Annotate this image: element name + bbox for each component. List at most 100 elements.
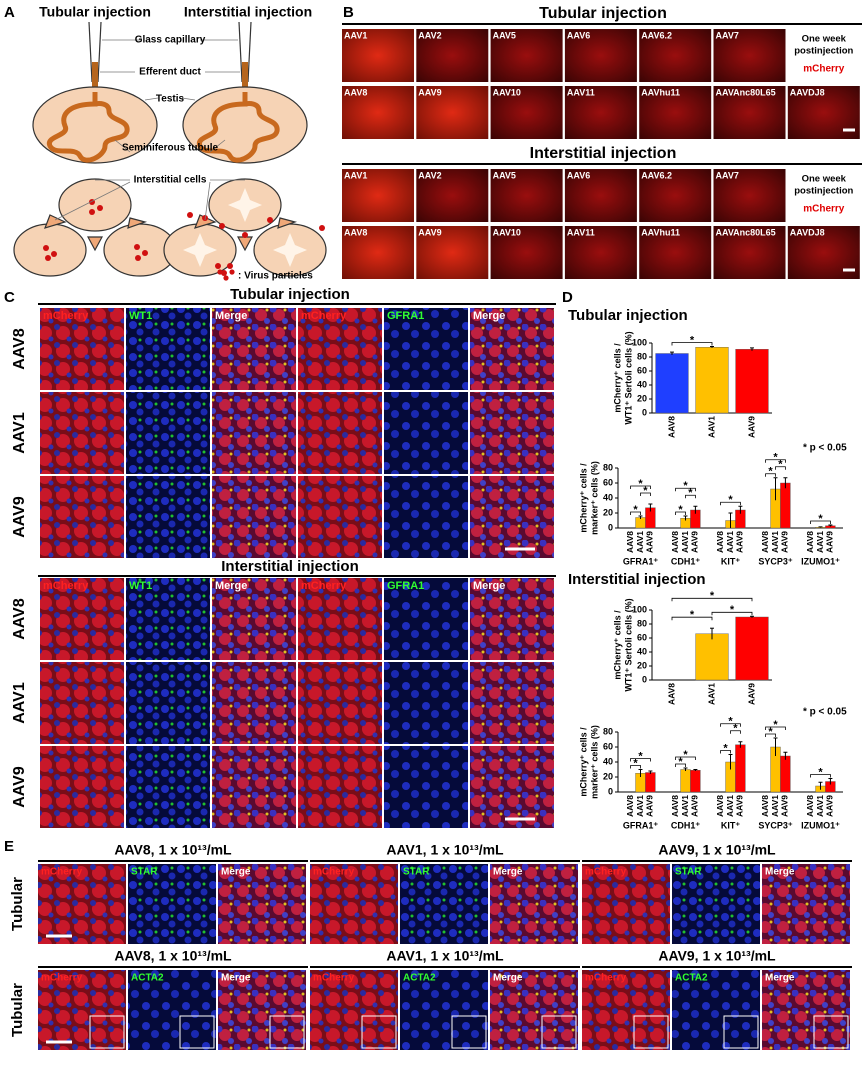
micrograph [40,746,124,828]
image-label: AAV5 [493,30,516,40]
group-label: CDH1⁺ [671,556,701,566]
y-axis-label: marker⁺ cells (%) [589,461,599,535]
organ-image [639,29,712,82]
significance-star: * [683,480,688,492]
section-title: Interstitial injection [568,571,706,588]
micrograph [212,578,296,660]
y-axis-label: mCherry⁺ cells / [578,727,588,797]
micrograph [126,308,210,390]
organ-image [342,226,414,279]
significance-bracket [711,611,753,616]
micrograph [38,864,126,944]
group-title: AAV8, 1 x 10¹³/mL [114,842,232,858]
error-bar [693,505,698,514]
significance-bracket [640,492,651,496]
error-bar [783,751,788,760]
channel-label: STAR [403,867,430,878]
error-bar [728,512,733,528]
image-label: AAV8 [344,227,367,237]
group-title: AAV9, 1 x 10¹³/mL [658,948,776,964]
x-tick-label: AAV9 [645,795,655,817]
diagram-label: Testis [156,94,185,105]
significance-bracket [671,342,713,346]
image-label: AAV6.2 [641,170,672,180]
group-label: GFRA1⁺ [623,556,659,566]
micrograph [384,746,468,828]
note: postinjection [794,46,853,57]
image-label: AAV7 [716,170,739,180]
bar [655,353,689,414]
x-tick-label: AAV1 [770,531,780,553]
micrograph [470,308,554,390]
significance-bracket [810,520,831,524]
panel-title: Tubular injection [39,4,151,20]
image-label: AAV11 [567,87,595,97]
group-title: AAV1, 1 x 10¹³/mL [386,948,504,964]
channel-label: Merge [765,973,795,984]
channel-label: Merge [493,973,523,984]
error-bar [670,351,674,355]
significance-star: * [818,513,823,525]
x-tick-label: AAV8 [670,795,680,817]
y-tick-label: 0 [642,674,647,684]
x-tick-label: AAV1 [706,683,716,705]
organ-image [342,169,414,222]
channel-label: mCherry [301,310,347,322]
image-label: AAVAnc80L65 [716,227,776,237]
inset [541,1015,577,1049]
channel-label: Merge [215,310,247,322]
micrograph [762,864,850,944]
micrograph [384,308,468,390]
y-tick-label: 40 [603,492,613,502]
y-tick-label: 20 [603,771,613,781]
section-title: Tubular injection [568,307,688,324]
image-label: AAVhu11 [641,87,680,97]
significance-star: * [633,757,638,769]
significance-star: * [678,504,683,516]
organ-image [713,86,786,139]
micrograph [470,662,554,744]
x-tick-label: AAV9 [690,795,700,817]
x-tick-label: AAV8 [625,531,635,553]
y-tick-label: 40 [637,646,647,656]
image-label: AAV9 [418,87,441,97]
x-tick-label: AAV9 [746,416,756,438]
panel-letter: E [4,838,14,855]
micrograph [470,476,554,558]
y-axis-label: mCherry⁺ cells / [612,610,622,680]
channel-label: WT1 [129,310,152,322]
channel-label: mCherry [43,580,89,592]
micrograph [126,662,210,744]
x-tick-label: AAV9 [825,531,835,553]
micrograph [126,476,210,558]
y-axis-label: mCherry⁺ cells / [612,343,622,413]
channel-label: STAR [675,867,702,878]
micrograph [384,476,468,558]
significance-note: * p < 0.05 [803,443,847,454]
error-bar [828,778,833,785]
significance-bracket [720,750,731,754]
x-tick-label: AAV8 [666,683,676,705]
significance-star: * [688,487,693,499]
significance-bracket [671,616,713,621]
section-title: Interstitial injection [530,145,677,162]
group-label: KIT⁺ [721,556,740,566]
channel-label: Merge [221,867,251,878]
micrograph [298,476,382,558]
significance-bracket [775,466,786,470]
organ-image [342,29,414,82]
error-bar [683,515,688,521]
micrograph [40,578,124,660]
error-bar [773,737,778,756]
organ-image [490,169,563,222]
significance-bracket [765,459,786,463]
significance-bracket [765,733,776,737]
group-label: IZUMO1⁺ [801,820,840,830]
image-label: AAVDJ8 [790,87,825,97]
channel-label: mCherry [301,580,347,592]
significance-star: * [643,485,648,497]
error-bar [783,477,788,489]
error-bar [648,503,653,512]
y-axis-label: WT1⁺ Sertoli cells (%) [623,331,633,424]
image-label: AAV6.2 [641,30,672,40]
